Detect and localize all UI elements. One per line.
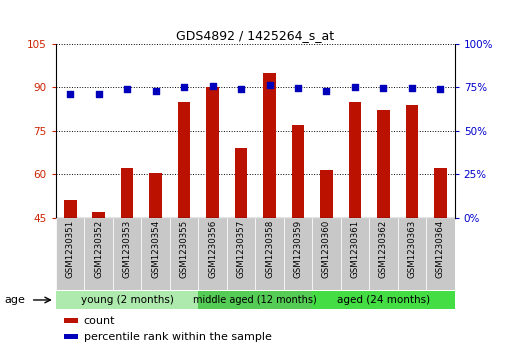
Bar xyxy=(149,173,162,218)
Bar xyxy=(312,291,455,309)
Point xyxy=(237,86,245,92)
Bar xyxy=(398,218,426,290)
Text: aged (24 months): aged (24 months) xyxy=(337,295,430,305)
Bar xyxy=(292,125,304,218)
Text: GSM1230353: GSM1230353 xyxy=(122,220,132,278)
Bar xyxy=(56,218,84,290)
Text: GSM1230355: GSM1230355 xyxy=(179,220,188,278)
Text: GSM1230361: GSM1230361 xyxy=(351,220,360,278)
Bar xyxy=(121,168,134,218)
Point xyxy=(379,85,388,91)
Bar xyxy=(178,102,190,218)
Bar xyxy=(64,200,77,218)
Bar xyxy=(206,87,219,218)
Bar xyxy=(199,291,312,309)
Point xyxy=(66,91,74,97)
Text: GSM1230359: GSM1230359 xyxy=(294,220,302,278)
Text: age: age xyxy=(5,295,25,305)
Bar xyxy=(377,110,390,218)
Point xyxy=(123,86,131,92)
Text: GSM1230357: GSM1230357 xyxy=(237,220,245,278)
Bar xyxy=(198,218,227,290)
Point xyxy=(208,83,216,89)
Bar xyxy=(92,212,105,218)
Text: GSM1230364: GSM1230364 xyxy=(436,220,445,278)
Point xyxy=(436,86,444,92)
Point xyxy=(351,84,359,90)
Text: GSM1230354: GSM1230354 xyxy=(151,220,160,278)
Text: GSM1230351: GSM1230351 xyxy=(66,220,75,278)
Bar xyxy=(426,218,455,290)
Bar xyxy=(369,218,398,290)
Bar xyxy=(56,291,198,309)
Bar xyxy=(227,218,255,290)
Text: GSM1230352: GSM1230352 xyxy=(94,220,103,278)
Bar xyxy=(434,168,447,218)
Text: GSM1230356: GSM1230356 xyxy=(208,220,217,278)
Bar xyxy=(348,102,361,218)
Point xyxy=(294,85,302,91)
Point xyxy=(94,91,103,97)
Text: GSM1230358: GSM1230358 xyxy=(265,220,274,278)
Text: GSM1230363: GSM1230363 xyxy=(407,220,417,278)
Text: young (2 months): young (2 months) xyxy=(81,295,174,305)
Bar xyxy=(284,218,312,290)
Point xyxy=(266,82,274,88)
Title: GDS4892 / 1425264_s_at: GDS4892 / 1425264_s_at xyxy=(176,29,334,42)
Text: GSM1230362: GSM1230362 xyxy=(379,220,388,278)
Bar xyxy=(64,318,78,323)
Text: middle aged (12 months): middle aged (12 months) xyxy=(194,295,317,305)
Bar xyxy=(141,218,170,290)
Bar xyxy=(320,170,333,218)
Bar xyxy=(64,334,78,339)
Bar xyxy=(84,218,113,290)
Bar xyxy=(170,218,198,290)
Bar xyxy=(405,105,419,218)
Text: GSM1230360: GSM1230360 xyxy=(322,220,331,278)
Bar xyxy=(263,73,276,218)
Bar xyxy=(341,218,369,290)
Bar xyxy=(312,218,341,290)
Point xyxy=(408,85,416,91)
Bar xyxy=(113,218,141,290)
Point xyxy=(151,88,160,94)
Bar xyxy=(255,218,284,290)
Point xyxy=(180,84,188,90)
Bar xyxy=(235,148,247,218)
Text: percentile rank within the sample: percentile rank within the sample xyxy=(84,331,272,342)
Point xyxy=(323,88,331,94)
Text: count: count xyxy=(84,315,115,326)
